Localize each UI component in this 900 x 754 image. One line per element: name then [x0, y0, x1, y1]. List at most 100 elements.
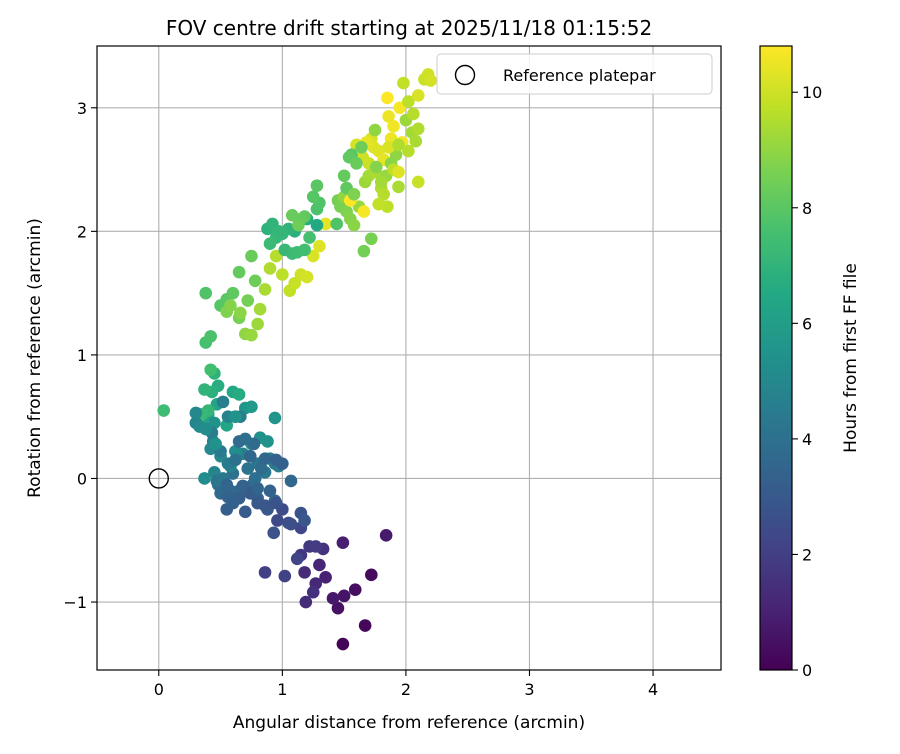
data-point: [157, 404, 171, 417]
x-axis-ticks: 0 1 2 3 4: [154, 670, 658, 699]
data-point: [245, 400, 258, 414]
data-point: [387, 120, 400, 133]
data-point: [199, 286, 213, 300]
data-point: [234, 306, 247, 320]
data-point: [377, 187, 390, 201]
x-tick-label: 2: [401, 680, 411, 699]
legend-label: Reference platepar: [503, 66, 656, 85]
data-point: [392, 180, 405, 194]
data-point: [241, 294, 255, 307]
y-tick-label: 1: [77, 346, 87, 365]
data-point: [365, 232, 378, 246]
data-point: [310, 218, 324, 232]
data-point: [226, 286, 240, 300]
y-axis-label: Rotation from reference (arcmin): [25, 218, 45, 498]
colorbar-ticks: 0 2 4 6 8 10: [792, 83, 822, 680]
data-point: [355, 141, 368, 154]
colorbar-tick-label: 2: [802, 545, 812, 564]
x-tick-label: 1: [277, 680, 287, 699]
data-point: [381, 91, 394, 105]
data-point: [306, 585, 320, 599]
data-point: [374, 175, 388, 189]
colorbar-gradient: [759, 45, 793, 671]
y-tick-label: 2: [77, 222, 87, 241]
data-point: [276, 457, 289, 470]
data-point: [372, 197, 386, 211]
data-point: [337, 589, 351, 603]
data-point: [369, 160, 383, 174]
data-point: [229, 453, 242, 467]
colorbar: 0 2 4 6 8 10 Hours from first FF file: [759, 45, 861, 680]
data-point: [336, 637, 350, 651]
data-point: [337, 169, 351, 183]
data-point: [357, 244, 371, 258]
data-point: [368, 123, 382, 137]
legend-marker-icon: [454, 64, 476, 86]
legend: Reference platepar: [436, 53, 713, 95]
data-point: [216, 395, 230, 409]
data-point: [238, 432, 252, 446]
data-point: [204, 363, 217, 377]
data-point: [292, 218, 305, 232]
data-point: [258, 452, 272, 466]
data-point: [269, 496, 283, 510]
y-tick-label: 0: [77, 469, 87, 488]
y-axis-ticks: −1 0 1 2 3: [63, 99, 97, 612]
data-point: [326, 592, 340, 605]
data-point: [263, 262, 277, 275]
data-point: [357, 205, 371, 218]
x-tick-label: 3: [524, 680, 534, 699]
colorbar-tick-label: 4: [802, 430, 812, 449]
data-point: [251, 482, 264, 495]
data-point: [379, 529, 393, 542]
data-point: [392, 165, 405, 179]
data-point: [255, 462, 268, 475]
data-point: [298, 243, 311, 257]
data-point: [347, 218, 361, 232]
data-point: [350, 157, 363, 170]
data-point: [245, 328, 258, 342]
y-tick-label: 3: [77, 99, 87, 118]
data-point: [284, 474, 298, 488]
data-point: [331, 601, 345, 615]
data-point: [407, 107, 420, 121]
data-point: [336, 536, 350, 550]
data-point: [229, 410, 242, 423]
data-point: [198, 383, 211, 396]
data-point: [229, 444, 242, 458]
data-point: [243, 449, 257, 463]
data-point: [268, 411, 282, 425]
colorbar-tick-label: 0: [802, 661, 812, 680]
reference-point: [148, 468, 169, 489]
data-point: [411, 122, 425, 136]
data-point: [309, 540, 323, 553]
data-point: [282, 516, 295, 530]
data-point: [347, 187, 361, 201]
data-point: [409, 134, 423, 148]
data-point: [189, 406, 203, 420]
data-point: [253, 302, 267, 316]
data-point: [397, 76, 410, 90]
data-point: [330, 217, 344, 231]
data-point: [299, 595, 313, 609]
x-tick-label: 4: [648, 680, 658, 699]
data-point: [392, 138, 405, 152]
data-point: [263, 484, 277, 498]
colorbar-tick-label: 8: [802, 199, 812, 218]
data-point: [313, 239, 326, 253]
data-point: [271, 514, 284, 527]
data-point: [204, 330, 217, 343]
data-point: [306, 190, 320, 204]
reference-marker: [148, 468, 169, 489]
data-point: [285, 208, 299, 222]
data-point: [411, 175, 425, 189]
data-point: [258, 566, 272, 579]
data-point: [232, 265, 246, 279]
chart-title: FOV centre drift starting at 2025/11/18 …: [166, 16, 652, 40]
data-points: [157, 68, 437, 651]
data-point: [251, 317, 264, 331]
data-point: [365, 568, 378, 582]
data-point: [272, 225, 285, 238]
